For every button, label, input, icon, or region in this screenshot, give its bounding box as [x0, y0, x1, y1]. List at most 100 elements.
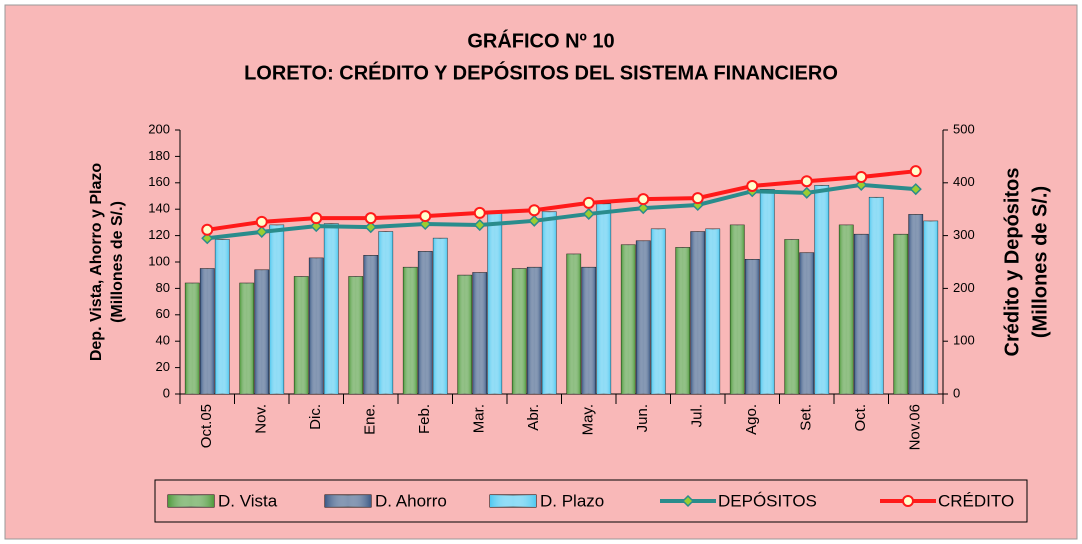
marker	[746, 179, 759, 192]
bar	[690, 231, 706, 395]
x-tick-label: Nov.	[253, 404, 270, 434]
line	[206, 169, 916, 232]
bar	[363, 255, 379, 395]
x-tick-label: Ene.	[362, 404, 379, 435]
marker	[364, 221, 377, 234]
y-tick-label: 0	[163, 385, 170, 400]
y2-axis-title: Crédito y Depósitos	[1001, 168, 1023, 357]
marker	[855, 170, 868, 183]
bar	[541, 211, 557, 395]
y-tick-label: 20	[156, 359, 170, 374]
bar	[650, 228, 666, 395]
marker	[528, 204, 541, 217]
bar	[239, 282, 255, 395]
legend-box	[154, 479, 1028, 523]
bar	[893, 233, 909, 395]
bar	[472, 272, 488, 395]
bar	[511, 268, 527, 395]
marker	[800, 175, 813, 188]
x-tick-label: Set.	[798, 404, 815, 431]
bar	[308, 257, 324, 395]
x-tick-label: Jun.	[634, 404, 651, 432]
y2-tick-label: 500	[953, 121, 975, 136]
x-tick-label: Abr.	[525, 404, 542, 431]
marker	[201, 223, 214, 236]
marker	[528, 214, 541, 227]
bar	[581, 266, 597, 395]
marker	[255, 215, 268, 228]
marker	[419, 210, 432, 223]
bar	[853, 233, 869, 395]
legend-label: DEPÓSITOS	[718, 491, 817, 510]
y2-tick-label: 200	[953, 280, 975, 295]
legend-label: D. Vista	[218, 491, 278, 510]
y2-tick-label: 300	[953, 227, 975, 242]
marker	[201, 232, 214, 245]
y-axis-title: (Millones de S/.)	[109, 201, 126, 323]
x-tick-label: Oct.05	[198, 404, 215, 448]
y2-tick-label: 100	[953, 333, 975, 348]
bar	[635, 240, 651, 395]
chart-title: GRÁFICO Nº 10	[467, 29, 614, 52]
bar	[675, 247, 691, 395]
marker	[310, 212, 323, 225]
x-tick-label: Oct.	[852, 404, 869, 432]
bar	[184, 282, 200, 395]
chart-subtitle: LORETO: CRÉDITO Y DEPÓSITOS DEL SISTEMA …	[244, 60, 838, 84]
marker	[691, 192, 704, 205]
legend-swatch-shine	[325, 495, 371, 507]
bar	[620, 244, 636, 395]
bar	[596, 203, 612, 395]
bar	[487, 212, 503, 395]
bar	[868, 196, 884, 395]
marker	[909, 165, 922, 178]
legend-swatch-shine	[168, 495, 214, 507]
x-tick-label: Nov.06	[907, 404, 924, 450]
legend-label: D. Ahorro	[375, 491, 447, 510]
legend-label: CRÉDITO	[938, 491, 1014, 510]
y2-tick-label: 400	[953, 174, 975, 189]
x-tick-label: Mar.	[471, 404, 488, 433]
marker	[582, 196, 595, 209]
line	[207, 182, 916, 241]
y-tick-label: 180	[148, 148, 170, 163]
y-tick-label: 100	[148, 253, 170, 268]
marker	[473, 218, 486, 232]
bar	[923, 220, 939, 395]
legend-marker	[681, 494, 695, 508]
bar	[705, 228, 721, 395]
bar	[814, 185, 830, 395]
marker	[800, 186, 813, 199]
y-tick-label: 200	[148, 121, 170, 136]
y-tick-label: 140	[148, 201, 170, 216]
x-tick-label: May.	[580, 404, 597, 435]
bar	[402, 266, 418, 395]
bar	[729, 224, 745, 395]
x-tick-label: Ago.	[743, 404, 760, 435]
marker	[255, 225, 268, 238]
bar	[784, 239, 800, 395]
bar	[838, 224, 854, 395]
x-tick-label: Dic.	[307, 404, 324, 430]
bar	[744, 259, 760, 395]
y2-tick-label: 0	[953, 385, 960, 400]
bar	[417, 251, 433, 395]
y-tick-label: 120	[148, 227, 170, 242]
marker	[909, 183, 922, 196]
bar	[457, 274, 473, 395]
marker	[582, 207, 595, 221]
marker	[473, 206, 486, 219]
legend-swatch-shine	[490, 495, 536, 507]
y2-axis-title: (Millones de S/.)	[1029, 186, 1051, 338]
marker	[364, 212, 377, 225]
y-tick-label: 60	[156, 306, 170, 321]
legend-marker	[902, 495, 914, 507]
bar	[269, 224, 285, 395]
bar	[566, 253, 582, 395]
y-axis-title: Dep. Vista, Ahorro y Plazo	[88, 163, 105, 362]
y-tick-label: 160	[148, 174, 170, 189]
legend-label: D. Plazo	[540, 491, 604, 510]
bar	[293, 276, 309, 395]
bar	[348, 276, 364, 395]
